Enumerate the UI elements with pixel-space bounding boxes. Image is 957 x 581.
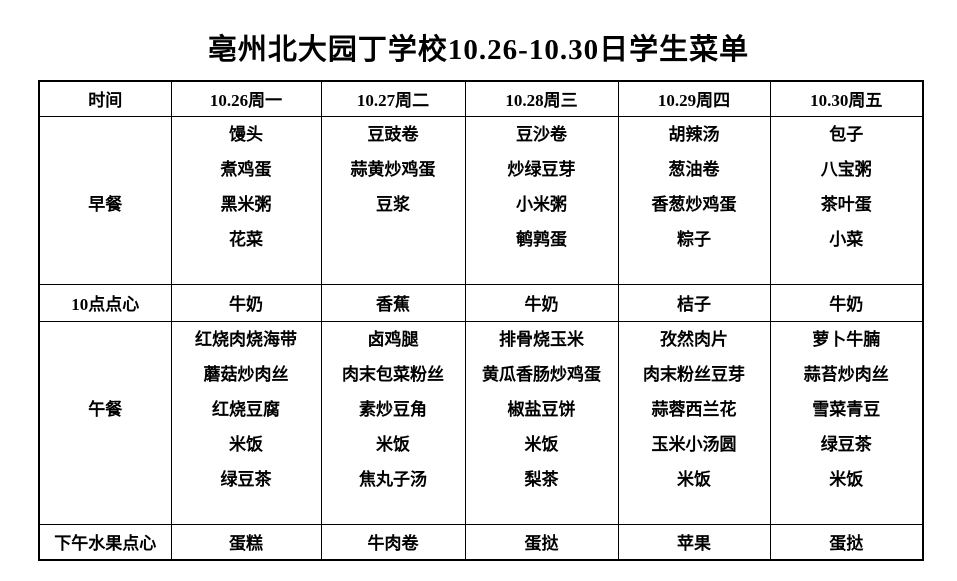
- column-header-monday: 10.26周一: [170, 80, 322, 117]
- menu-item: 八宝粥: [820, 159, 872, 179]
- menu-item: 米饭: [376, 434, 410, 454]
- fruit-friday-cell: 蛋挞: [769, 523, 924, 561]
- menu-item: 豆沙卷: [516, 124, 567, 144]
- row-label-afternoon-snack: 下午水果点心: [38, 523, 172, 561]
- menu-item: 茶叶蛋: [820, 194, 872, 214]
- breakfast-tuesday-cell: 豆豉卷 蒜黄炒鸡蛋 豆浆: [320, 115, 466, 285]
- menu-item: 馒头: [229, 124, 263, 144]
- menu-item: 蒜苔炒肉丝: [803, 364, 889, 384]
- breakfast-thursday-cell: 胡辣汤 葱油卷 香葱炒鸡蛋 粽子: [617, 115, 771, 285]
- fruit-wednesday-cell: 蛋挞: [464, 523, 619, 561]
- menu-item: 绿豆茶: [820, 434, 872, 454]
- menu-item: 孜然肉片: [660, 329, 728, 349]
- menu-item: 包子: [829, 124, 864, 144]
- menu-item: 卤鸡腿: [367, 329, 419, 349]
- menu-item: 肉末粉丝豆芽: [643, 364, 745, 384]
- column-header-thursday: 10.29周四: [617, 80, 771, 117]
- menu-item: 豆豉卷: [367, 124, 419, 144]
- fruit-monday-cell: 蛋糕: [170, 523, 322, 561]
- menu-item: 米饭: [524, 434, 559, 454]
- menu-item: 素炒豆角: [359, 399, 427, 419]
- menu-item: 蘑菇炒肉丝: [203, 364, 289, 384]
- menu-item: 萝卜牛腩: [812, 329, 881, 349]
- page-title: 亳州北大园丁学校10.26-10.30日学生菜单: [207, 34, 750, 66]
- menu-item: 米饭: [677, 469, 711, 489]
- menu-item: 葱油卷: [668, 159, 720, 179]
- breakfast-friday-cell: 包子 八宝粥 茶叶蛋 小菜: [769, 115, 924, 285]
- fruit-thursday-cell: 苹果: [617, 523, 771, 561]
- menu-item: 豆浆: [376, 194, 410, 214]
- row-label-lunch: 午餐: [38, 320, 172, 525]
- menu-item: 鹌鹑蛋: [516, 229, 567, 249]
- menu-item: 炒绿豆芽: [507, 159, 576, 179]
- breakfast-row: 早餐 馒头 煮鸡蛋 黑米粥 花菜 豆豉卷 蒜黄炒鸡蛋 豆浆 豆沙卷 炒绿豆芽 小…: [38, 115, 924, 285]
- snack-thursday-cell: 桔子: [617, 283, 771, 322]
- menu-item: 肉末包菜粉丝: [342, 364, 444, 384]
- menu-item: 玉米小汤圆: [651, 434, 737, 454]
- menu-item: 小米粥: [516, 194, 567, 214]
- fruit-tuesday-cell: 牛肉卷: [320, 523, 466, 561]
- lunch-wednesday-cell: 排骨烧玉米 黄瓜香肠炒鸡蛋 椒盐豆饼 米饭 梨茶: [464, 320, 619, 525]
- menu-item: 排骨烧玉米: [499, 329, 584, 349]
- menu-item: 小菜: [829, 229, 864, 249]
- menu-item: 煮鸡蛋: [220, 159, 272, 179]
- column-header-friday: 10.30周五: [769, 80, 924, 117]
- header-row: 时间 10.26周一 10.27周二 10.28周三 10.29周四 10.30…: [38, 80, 924, 117]
- lunch-monday-cell: 红烧肉烧海带 蘑菇炒肉丝 红烧豆腐 米饭 绿豆茶: [170, 320, 322, 525]
- menu-item: 红烧肉烧海带: [195, 329, 297, 349]
- menu-item: 胡辣汤: [668, 124, 720, 144]
- menu-item: 黑米粥: [220, 194, 272, 214]
- snack-wednesday-cell: 牛奶: [464, 283, 619, 322]
- menu-item: 米饭: [829, 469, 864, 489]
- morning-snack-row: 10点点心 牛奶 香蕉 牛奶 桔子 牛奶: [38, 283, 924, 322]
- menu-item: 梨茶: [524, 469, 559, 489]
- menu-item: 焦丸子汤: [359, 469, 427, 489]
- column-header-tuesday: 10.27周二: [320, 80, 466, 117]
- menu-item: 红烧豆腐: [212, 399, 280, 419]
- menu-item: 椒盐豆饼: [507, 399, 576, 419]
- afternoon-snack-row: 下午水果点心 蛋糕 牛肉卷 蛋挞 苹果 蛋挞: [38, 523, 924, 561]
- lunch-row: 午餐 红烧肉烧海带 蘑菇炒肉丝 红烧豆腐 米饭 绿豆茶 卤鸡腿 肉末包菜粉丝 素…: [38, 320, 924, 525]
- lunch-friday-cell: 萝卜牛腩 蒜苔炒肉丝 雪菜青豆 绿豆茶 米饭: [769, 320, 924, 525]
- menu-item: 米饭: [229, 434, 263, 454]
- lunch-tuesday-cell: 卤鸡腿 肉末包菜粉丝 素炒豆角 米饭 焦丸子汤: [320, 320, 466, 525]
- snack-friday-cell: 牛奶: [769, 283, 924, 322]
- snack-monday-cell: 牛奶: [170, 283, 322, 322]
- menu-item: 黄瓜香肠炒鸡蛋: [482, 364, 601, 384]
- breakfast-monday-cell: 馒头 煮鸡蛋 黑米粥 花菜: [170, 115, 322, 285]
- menu-table: 时间 10.26周一 10.27周二 10.28周三 10.29周四 10.30…: [38, 80, 924, 561]
- column-header-time: 时间: [38, 80, 172, 117]
- menu-item: 雪菜青豆: [812, 399, 881, 419]
- snack-tuesday-cell: 香蕉: [320, 283, 466, 322]
- menu-item: 香葱炒鸡蛋: [651, 194, 737, 214]
- column-header-wednesday: 10.28周三: [464, 80, 619, 117]
- menu-item: 粽子: [677, 229, 711, 249]
- breakfast-wednesday-cell: 豆沙卷 炒绿豆芽 小米粥 鹌鹑蛋: [464, 115, 619, 285]
- row-label-morning-snack: 10点点心: [38, 283, 172, 322]
- menu-item: 绿豆茶: [220, 469, 272, 489]
- menu-item: 蒜黄炒鸡蛋: [350, 159, 436, 179]
- menu-item: 蒜蓉西兰花: [651, 399, 737, 419]
- lunch-thursday-cell: 孜然肉片 肉末粉丝豆芽 蒜蓉西兰花 玉米小汤圆 米饭: [617, 320, 771, 525]
- row-label-breakfast: 早餐: [38, 115, 172, 285]
- menu-item: 花菜: [229, 229, 263, 249]
